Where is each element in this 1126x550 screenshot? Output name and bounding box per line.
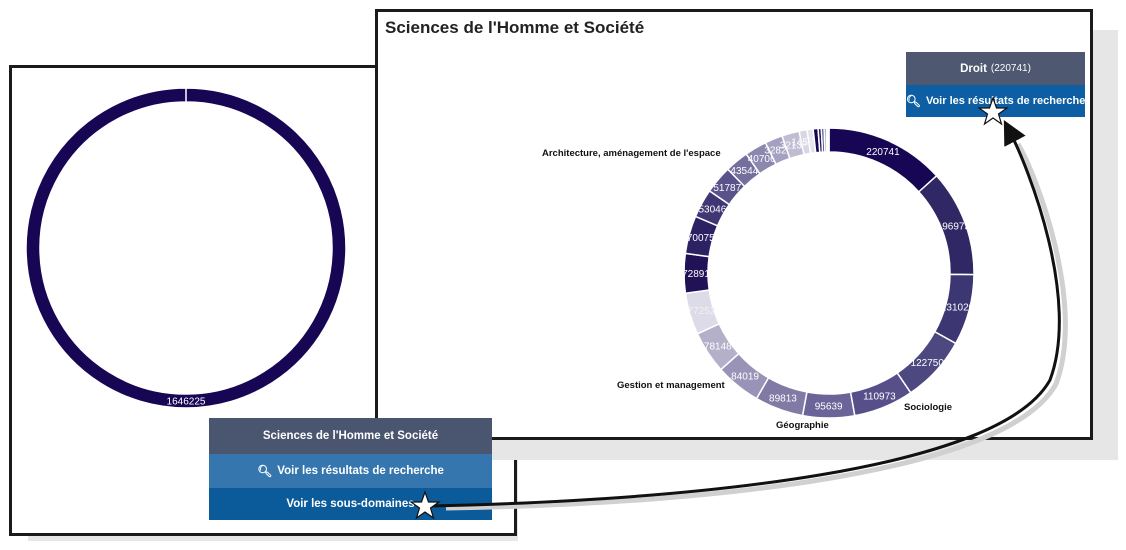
slice-value-label: 131020 xyxy=(941,303,975,314)
slice-value-label: 95639 xyxy=(815,401,843,412)
slice-value-label: 51787 xyxy=(713,183,741,194)
right-menu-title: Droit (220741) xyxy=(906,52,1085,85)
slice-value-label: 122750 xyxy=(911,358,945,369)
search-icon: 🔍︎ xyxy=(257,464,273,478)
slice-value-label: 78148 xyxy=(704,341,732,352)
slice-value-label: 72891 xyxy=(682,269,710,280)
subdomains-label: Voir les sous-domaines xyxy=(286,498,415,510)
donut-slice[interactable] xyxy=(25,87,347,409)
slice-value-label: 53046 xyxy=(698,205,726,216)
right-menu-title-label: Droit xyxy=(960,62,987,75)
donut-slice[interactable] xyxy=(827,127,830,153)
search-icon: 🔍︎ xyxy=(906,94,921,108)
slice-value-label: 220741 xyxy=(866,147,900,158)
left-donut-chart: 1646225 xyxy=(25,87,347,409)
subdomains-button[interactable]: Voir les sous-domaines xyxy=(209,488,492,520)
right-menu-count: (220741) xyxy=(990,63,1031,74)
slice-value-label: 110973 xyxy=(863,392,896,403)
right-context-menu: Droit (220741) 🔍︎ Voir les résultats de … xyxy=(906,52,1085,117)
right-search-results-label: Voir les résultats de recherche xyxy=(925,95,1085,107)
slice-value-label: 196973 xyxy=(937,221,971,232)
donut-slice[interactable] xyxy=(828,127,938,193)
slice-value-label: 84019 xyxy=(731,372,759,383)
annotation-gestion: Gestion et management xyxy=(617,380,725,391)
annotation-geographie: Géographie xyxy=(776,420,829,431)
slice-value-label: 89813 xyxy=(769,393,797,404)
page-title: Sciences de l'Homme et Société xyxy=(385,18,645,37)
left-search-results-label: Voir les résultats de recherche xyxy=(277,465,444,477)
annotation-architecture: Architecture, aménagement de l'espace xyxy=(542,148,721,159)
slice-value-label: 77252 xyxy=(688,306,716,317)
right-search-results-button[interactable]: 🔍︎ Voir les résultats de recherche xyxy=(906,85,1085,117)
slice-value-label: 43544 xyxy=(730,166,758,177)
slice-value-label: 70075 xyxy=(687,233,715,244)
slice-value-label: 1646225 xyxy=(167,397,206,408)
left-search-results-button[interactable]: 🔍︎ Voir les résultats de recherche xyxy=(209,454,492,488)
left-menu-title: Sciences de l'Homme et Société xyxy=(209,418,492,454)
annotation-sociologie: Sociologie xyxy=(904,402,953,413)
left-context-menu: Sciences de l'Homme et Société 🔍︎ Voir l… xyxy=(209,418,492,520)
